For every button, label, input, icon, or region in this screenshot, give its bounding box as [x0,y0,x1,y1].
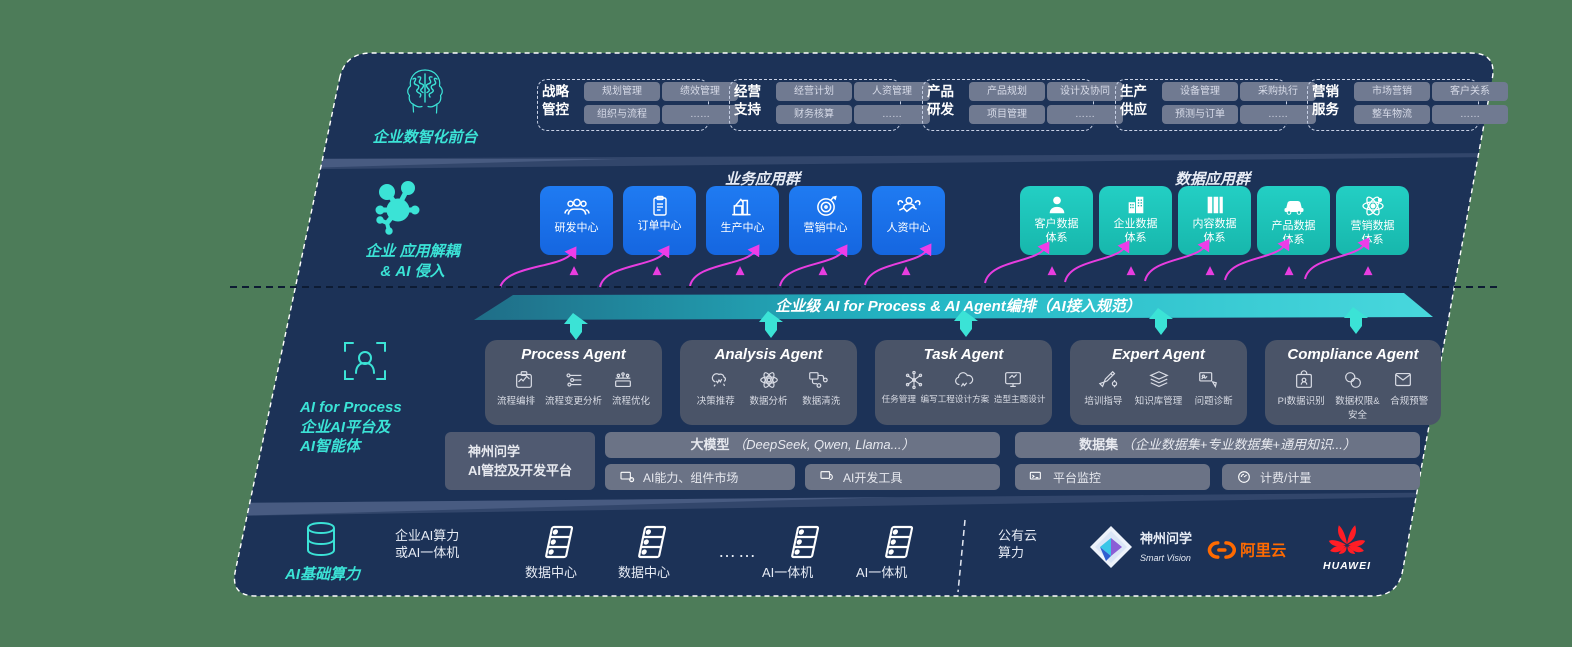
svg-text:阿里云: 阿里云 [1240,541,1286,559]
